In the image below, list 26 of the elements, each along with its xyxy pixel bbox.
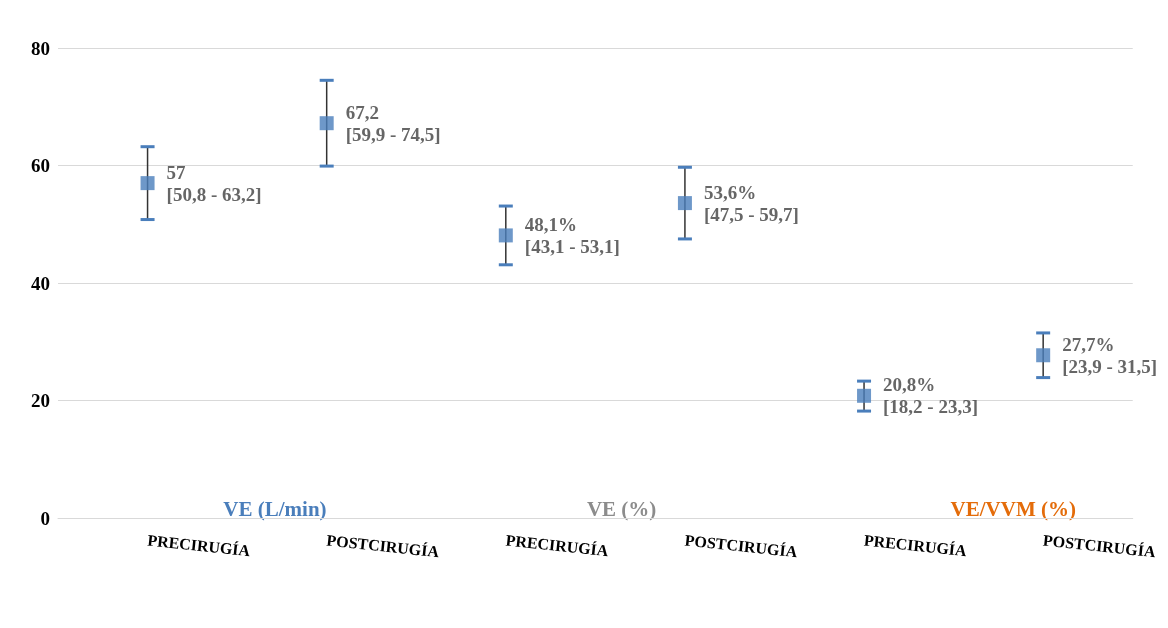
data-label: 20,8% [18,2 - 23,3]	[883, 374, 979, 418]
y-tick-label: 60	[31, 155, 50, 176]
data-label: 57 [50,8 - 63,2]	[166, 161, 262, 205]
data-label: 53,6% [47,5 - 59,7]	[703, 181, 799, 225]
x-tick-label: PRECIRUGÍA	[863, 530, 969, 560]
y-tick-label: 20	[31, 390, 50, 411]
data-label: 27,7% [23,9 - 31,5]	[1062, 333, 1158, 377]
annotation: VE/VVM (%)	[950, 496, 1076, 521]
x-tick-label: POSTCIRUGÍA	[1042, 530, 1157, 561]
annotation: VE (%)	[586, 496, 657, 521]
x-tick-label: PRECIRUGÍA	[146, 530, 252, 560]
y-tick-label: 0	[40, 507, 50, 529]
annotation: VE (L/min)	[223, 496, 327, 521]
data-label: 48,1% [43,1 - 53,1]	[524, 213, 620, 257]
y-tick-label: 40	[31, 272, 50, 294]
x-tick-label: POSTCIRUGÍA	[325, 530, 441, 561]
point	[140, 176, 155, 191]
y-tick-label: 80	[31, 37, 50, 59]
point	[677, 196, 692, 211]
x-tick-label: PRECIRUGÍA	[504, 530, 610, 560]
point	[319, 116, 334, 131]
point	[1036, 348, 1051, 363]
data-label: 67,2 [59,9 - 74,5]	[345, 101, 441, 145]
point	[857, 388, 872, 403]
x-tick-label: POSTCIRUGÍA	[684, 530, 799, 561]
point	[498, 228, 513, 243]
